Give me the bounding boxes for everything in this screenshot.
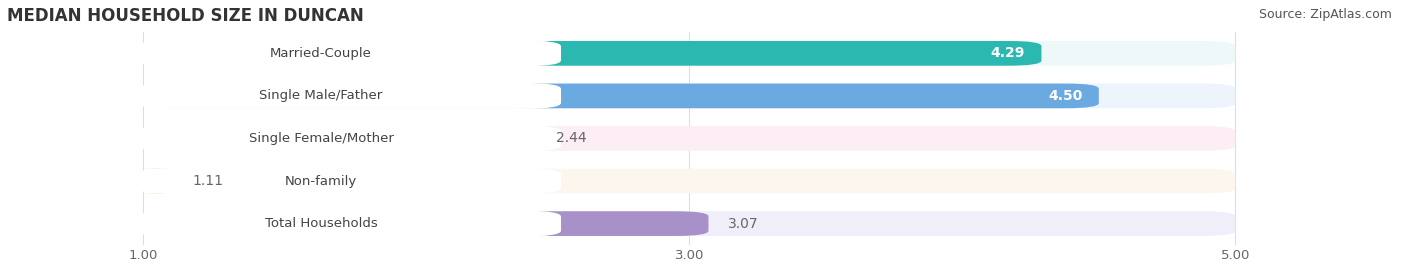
FancyBboxPatch shape (138, 126, 561, 151)
Text: 1.11: 1.11 (193, 174, 224, 188)
Text: Source: ZipAtlas.com: Source: ZipAtlas.com (1258, 8, 1392, 21)
FancyBboxPatch shape (143, 84, 1236, 108)
Text: 4.29: 4.29 (991, 46, 1025, 60)
Text: 4.50: 4.50 (1047, 89, 1083, 103)
FancyBboxPatch shape (138, 211, 561, 236)
FancyBboxPatch shape (138, 83, 561, 109)
Text: Single Male/Father: Single Male/Father (260, 89, 382, 102)
FancyBboxPatch shape (143, 41, 1042, 66)
FancyBboxPatch shape (138, 40, 561, 66)
Text: MEDIAN HOUSEHOLD SIZE IN DUNCAN: MEDIAN HOUSEHOLD SIZE IN DUNCAN (7, 7, 364, 25)
Text: 3.07: 3.07 (727, 217, 758, 231)
Text: Non-family: Non-family (285, 175, 357, 187)
FancyBboxPatch shape (143, 126, 537, 151)
Text: Total Households: Total Households (264, 217, 377, 230)
Text: Single Female/Mother: Single Female/Mother (249, 132, 394, 145)
FancyBboxPatch shape (143, 84, 1099, 108)
FancyBboxPatch shape (141, 169, 176, 193)
Text: 2.44: 2.44 (555, 132, 586, 146)
FancyBboxPatch shape (143, 169, 1236, 193)
FancyBboxPatch shape (143, 126, 1236, 151)
Text: Married-Couple: Married-Couple (270, 47, 373, 60)
FancyBboxPatch shape (138, 168, 561, 194)
FancyBboxPatch shape (143, 211, 709, 236)
FancyBboxPatch shape (143, 211, 1236, 236)
FancyBboxPatch shape (143, 41, 1236, 66)
